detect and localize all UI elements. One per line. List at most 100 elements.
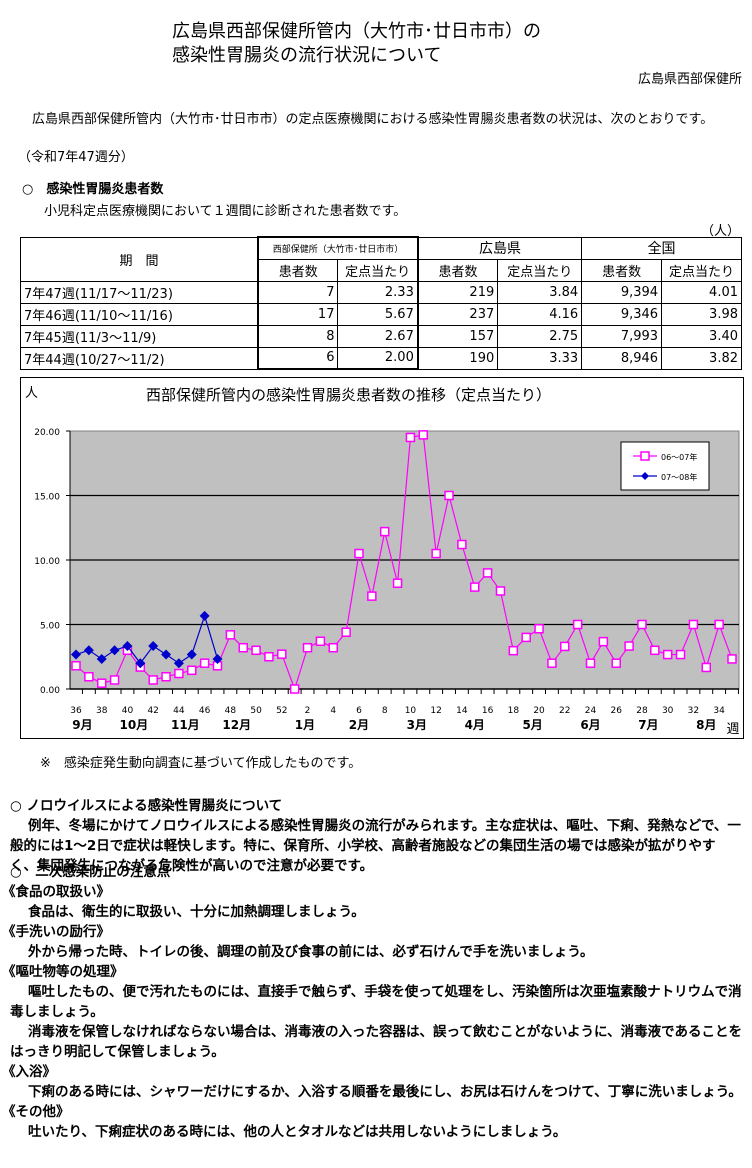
vomit-text-2: 消毒液を保管しなければならない場合は、消毒液の入った容器は、誤って飲むことがない… bbox=[10, 1024, 743, 1060]
series-06-07-marker bbox=[727, 654, 737, 664]
series-06-07-marker bbox=[277, 649, 287, 659]
y-tick-label: 10.00 bbox=[34, 557, 60, 567]
series-07-08-marker bbox=[96, 653, 107, 664]
series-06-07-marker bbox=[560, 641, 570, 652]
cell: 7,993 bbox=[581, 324, 663, 348]
month-label: 10月 bbox=[120, 718, 149, 732]
y-tick-label: 15.00 bbox=[34, 493, 60, 503]
x-tick-label: 22 bbox=[559, 706, 570, 716]
series-06-07-marker bbox=[367, 591, 377, 601]
section-patient-count-subtitle: 小児科定点医療機関において１週間に診断された患者数です。 bbox=[44, 204, 407, 219]
cell: 3.98 bbox=[661, 302, 742, 326]
series-06-07-marker bbox=[701, 662, 712, 673]
cell: 9,394 bbox=[581, 280, 663, 304]
subheader-hiroshima-patients: 患者数 bbox=[417, 258, 499, 282]
legend-label-06-07: 06～07年 bbox=[661, 452, 697, 462]
chart-legend bbox=[620, 441, 710, 491]
series-07-08-marker bbox=[135, 658, 146, 669]
series-06-07-marker bbox=[585, 658, 596, 668]
x-tick-label: 46 bbox=[199, 706, 211, 716]
x-tick-label: 26 bbox=[611, 706, 623, 716]
series-06-07-marker bbox=[251, 645, 261, 656]
other-heading: 《その他》 bbox=[2, 1104, 70, 1120]
x-tick-label: 32 bbox=[688, 706, 699, 716]
row-period: 7年46週(11/10～11/16) bbox=[20, 302, 259, 326]
subheader-seibu-patients: 患者数 bbox=[257, 258, 339, 282]
x-tick-label: 24 bbox=[585, 706, 597, 716]
series-07-08-marker bbox=[148, 641, 159, 652]
cell: 9,346 bbox=[581, 302, 663, 326]
series-06-07-marker bbox=[148, 675, 158, 685]
x-tick-label: 14 bbox=[456, 706, 468, 716]
x-tick-label: 34 bbox=[713, 706, 725, 716]
norovirus-section-title: ○ ノロウイルスによる感染性胃腸炎について bbox=[10, 798, 283, 814]
header-period: 期 間 bbox=[20, 236, 259, 282]
row-period: 7年47週(11/17～11/23) bbox=[20, 280, 259, 304]
series-06-07-marker bbox=[71, 661, 81, 671]
handwashing-text: 外から帰った時、トイレの後、調理の前及び食事の前には、必ず石けんで手を洗いましょ… bbox=[28, 944, 594, 960]
series-06-07-marker bbox=[611, 658, 621, 668]
header-group-seibu: 西部保健所（大竹市･廿日市市） bbox=[257, 236, 419, 260]
food-text: 食品は、衛生的に取扱い、十分に加熱調理しましょう。 bbox=[28, 904, 365, 920]
series-06-07-marker bbox=[174, 668, 184, 679]
cell: 4.16 bbox=[497, 302, 583, 326]
series-06-07-marker bbox=[598, 636, 609, 647]
table-row: 7年44週(10/27～11/2) 6 2.00 190 3.33 8,946 … bbox=[20, 346, 742, 370]
subheader-seibu-per-sentinel: 定点当たり bbox=[337, 258, 419, 282]
series-06-07-marker bbox=[650, 645, 660, 656]
legend-marker-07-08 bbox=[641, 472, 649, 480]
series-06-07-marker bbox=[418, 430, 429, 440]
month-label: 5月 bbox=[522, 718, 542, 732]
series-06-07-marker bbox=[675, 649, 686, 660]
cell: 7 bbox=[257, 280, 339, 304]
x-tick-label: 10 bbox=[405, 706, 417, 716]
other-text: 吐いたり、下痢症状のある時には、他の人とタオルなどは共用しないようにしましょう。 bbox=[28, 1124, 567, 1140]
cell: 5.67 bbox=[337, 302, 419, 326]
vomit-heading: 《嘔吐物等の処理》 bbox=[2, 964, 124, 980]
series-07-08-marker bbox=[173, 658, 184, 669]
month-label: 7月 bbox=[638, 718, 658, 732]
series-06-07-marker bbox=[637, 619, 647, 630]
row-period: 7年45週(11/3～11/9) bbox=[20, 324, 259, 348]
cell: 219 bbox=[417, 280, 499, 304]
prevention-section-title: ○ 二次感染防止の注意点 bbox=[10, 864, 171, 880]
trend-chart: 人 西部保健所管内の感染性胃腸炎患者数の推移（定点当たり） 0.00 5.00 10… bbox=[20, 377, 744, 739]
series-06-07-marker bbox=[457, 539, 467, 550]
series-06-07-marker bbox=[431, 548, 441, 559]
organization-name: 広島県西部保健所 bbox=[637, 72, 742, 87]
series-06-07-marker bbox=[328, 642, 339, 653]
x-tick-label: 4 bbox=[330, 706, 336, 716]
cell: 3.40 bbox=[661, 324, 742, 348]
series-06-07-marker bbox=[289, 684, 300, 694]
title-line-1: 広島県西部保健所管内（大竹市･廿日市市）の bbox=[172, 21, 541, 42]
series-06-07-marker bbox=[379, 526, 390, 537]
month-label: 6月 bbox=[580, 718, 600, 732]
series-06-07-marker bbox=[405, 432, 416, 443]
cell: 3.33 bbox=[497, 346, 583, 370]
x-tick-label: 44 bbox=[173, 706, 185, 716]
x-tick-label: 2 bbox=[305, 706, 311, 716]
table-row: 7年46週(11/10～11/16) 17 5.67 237 4.16 9,34… bbox=[20, 302, 742, 326]
series-06-07-marker bbox=[662, 649, 673, 660]
series-06-07-marker bbox=[495, 586, 506, 596]
cell: 17 bbox=[257, 302, 339, 326]
series-07-08-marker bbox=[71, 649, 81, 660]
series-07-08-marker bbox=[212, 653, 223, 664]
x-tick-label: 36 bbox=[70, 706, 82, 716]
month-label: 1月 bbox=[295, 718, 315, 732]
series-06-07-marker bbox=[96, 678, 107, 688]
month-label: 3月 bbox=[407, 718, 427, 732]
table-row: 7年45週(11/3～11/9) 8 2.67 157 2.75 7,993 3… bbox=[20, 324, 742, 348]
cell: 237 bbox=[417, 302, 499, 326]
x-tick-label: 52 bbox=[276, 706, 287, 716]
series-06-07-marker bbox=[714, 619, 724, 630]
cell: 3.82 bbox=[661, 346, 742, 370]
series-06-07-marker bbox=[469, 582, 480, 592]
bathing-text: 下痢のある時には、シャワーだけにするか、入浴する順番を最後にし、お尻は石けんをつ… bbox=[28, 1084, 742, 1100]
series-07-08-marker bbox=[199, 610, 210, 621]
series-06-07-marker bbox=[199, 658, 210, 668]
bathing-heading: 《入浴》 bbox=[2, 1064, 56, 1080]
series-06-07-marker bbox=[624, 641, 634, 651]
row-period: 7年44週(10/27～11/2) bbox=[20, 346, 259, 370]
